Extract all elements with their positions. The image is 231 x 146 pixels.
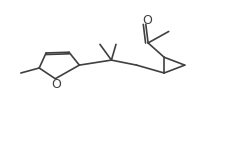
Text: O: O <box>51 78 61 91</box>
Text: O: O <box>141 14 151 27</box>
